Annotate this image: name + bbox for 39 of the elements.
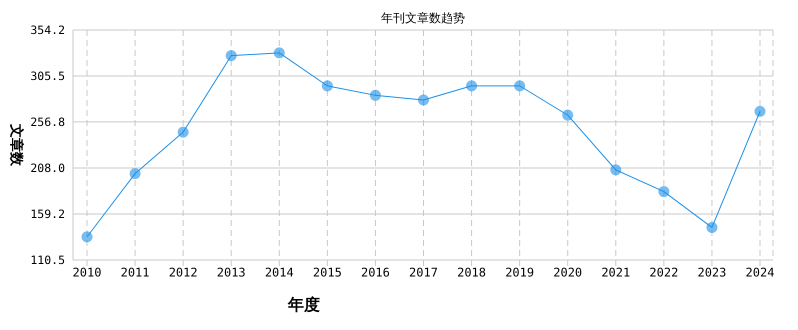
point — [226, 50, 237, 62]
x-tick-label: 2020 — [553, 266, 582, 280]
point — [466, 80, 478, 92]
x-tick-label: 2016 — [360, 266, 390, 280]
x-tick-label: 2023 — [697, 266, 726, 280]
y-tick-label: 159.2 — [30, 207, 65, 222]
x-tick-label: 2024 — [746, 266, 774, 280]
x-tick-label: 2014 — [264, 266, 294, 280]
y-tick-label: 354.2 — [30, 23, 65, 38]
point — [370, 90, 381, 101]
point — [130, 168, 141, 180]
y-tick-label: 305.5 — [30, 69, 65, 84]
y-tick-label: 256.8 — [30, 115, 66, 130]
x-axis-title: 年度 — [287, 295, 320, 314]
x-tick-label: 2011 — [120, 266, 150, 280]
x-tick-label: 2022 — [649, 266, 678, 280]
point — [178, 126, 189, 138]
x-tick-label: 2017 — [409, 266, 438, 280]
x-tick-label: 2010 — [72, 266, 102, 280]
point — [610, 164, 622, 176]
point — [514, 80, 526, 92]
point — [82, 231, 92, 242]
point — [706, 222, 718, 233]
x-tick-label: 2019 — [505, 266, 534, 280]
x-tick-label: 2018 — [457, 266, 486, 280]
chart-title: 年刊文章数趋势 — [380, 10, 466, 27]
point — [322, 80, 333, 92]
x-tick-label: 2015 — [312, 266, 342, 280]
point — [658, 186, 670, 198]
point — [754, 106, 766, 117]
point — [418, 94, 429, 106]
x-tick-label: 2021 — [601, 266, 630, 280]
y-tick-label: 208.0 — [30, 161, 66, 176]
point — [562, 110, 574, 121]
x-tick-label: 2013 — [216, 266, 246, 280]
point — [274, 47, 285, 58]
y-axis-title: 文章数 — [8, 123, 25, 167]
y-tick-label: 110.5 — [30, 253, 65, 268]
x-tick-label: 2012 — [168, 266, 198, 280]
